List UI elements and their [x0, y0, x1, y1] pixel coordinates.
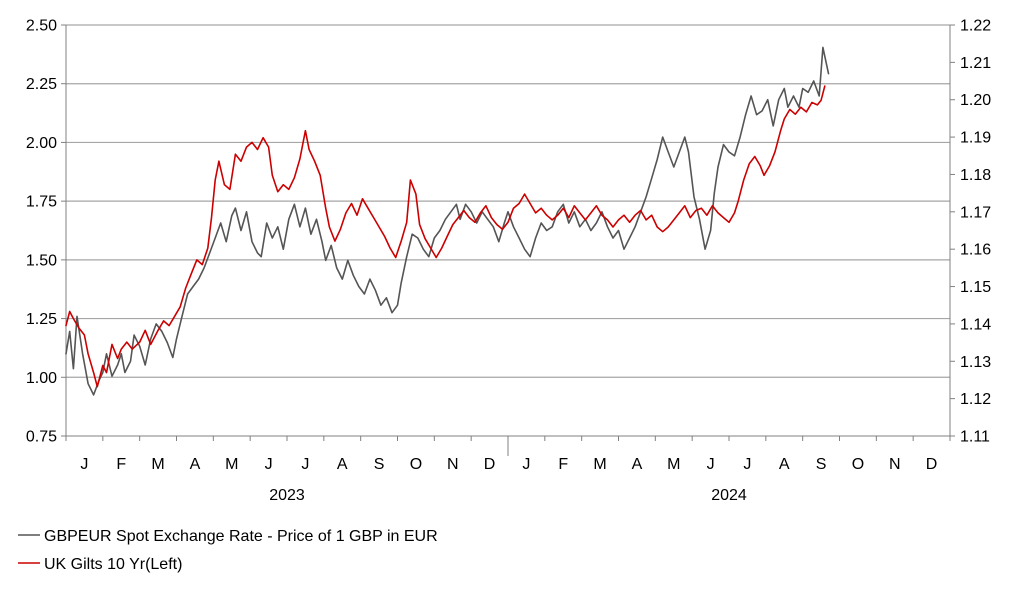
legend-label: UK Gilts 10 Yr(Left) [44, 556, 182, 573]
right-tick-label: 1.14 [960, 316, 991, 333]
month-label: F [116, 456, 126, 473]
month-label: A [779, 456, 790, 473]
month-label: D [926, 456, 938, 473]
left-tick-label: 2.50 [26, 18, 57, 35]
month-label: M [151, 456, 164, 473]
month-label: M [225, 456, 238, 473]
month-label: M [593, 456, 606, 473]
legend-label: GBPEUR Spot Exchange Rate - Price of 1 G… [44, 528, 438, 545]
right-tick-label: 1.20 [960, 92, 991, 109]
month-label: M [667, 456, 680, 473]
right-tick-label: 1.11 [960, 429, 990, 446]
right-tick-label: 1.16 [960, 242, 991, 259]
month-label: D [484, 456, 496, 473]
month-label: S [374, 456, 385, 473]
month-label: J [301, 456, 309, 473]
left-tick-label: 1.75 [26, 194, 57, 211]
month-label: J [522, 456, 530, 473]
right-tick-label: 1.21 [960, 55, 991, 72]
gbpeur-series-line [65, 46, 830, 396]
month-label: J [743, 456, 751, 473]
right-tick-label: 1.22 [960, 18, 991, 35]
month-label: A [632, 456, 643, 473]
month-label: S [816, 456, 827, 473]
month-label: J [265, 456, 273, 473]
right-tick-label: 1.17 [960, 204, 991, 221]
left-tick-label: 1.00 [26, 370, 57, 387]
right-tick-label: 1.15 [960, 279, 991, 296]
x-axis: J F M A M J J A S O N D J F M A M J J A S O N D 2023 2024 [65, 435, 951, 504]
year-label: 2024 [711, 487, 747, 504]
right-tick-label: 1.19 [960, 130, 991, 147]
year-label: 2023 [269, 487, 305, 504]
month-label: O [410, 456, 422, 473]
series-layer [65, 46, 830, 396]
month-label: A [337, 456, 348, 473]
left-tick-label: 2.25 [26, 76, 57, 93]
month-label: J [80, 456, 88, 473]
left-tick-label: 1.25 [26, 311, 57, 328]
month-label: J [707, 456, 715, 473]
month-label: O [852, 456, 864, 473]
grid-lines [66, 24, 950, 378]
left-tick-label: 2.00 [26, 135, 57, 152]
left-tick-label: 1.50 [26, 252, 57, 269]
right-tick-label: 1.13 [960, 354, 991, 371]
legend: GBPEUR Spot Exchange Rate - Price of 1 G… [18, 528, 438, 573]
right-axis: 1.11 1.12 1.13 1.14 1.15 1.16 1.17 1.18 1.19 1.20… [949, 18, 991, 446]
month-label: N [889, 456, 901, 473]
right-tick-label: 1.12 [960, 391, 991, 408]
left-tick-label: 0.75 [26, 429, 57, 446]
left-axis: 0.75 1.00 1.25 1.50 1.75 2.00 2.25 2.50 [26, 18, 67, 446]
uk-gilts-series-line [65, 85, 826, 388]
month-label: N [447, 456, 459, 473]
month-label: F [558, 456, 568, 473]
month-label: A [190, 456, 201, 473]
right-tick-label: 1.18 [960, 167, 991, 184]
